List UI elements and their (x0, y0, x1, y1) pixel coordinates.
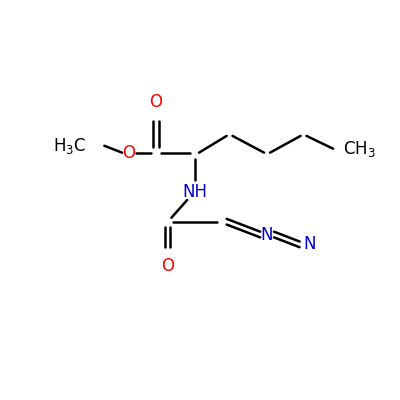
Text: NH: NH (182, 183, 208, 201)
Text: H$_3$C: H$_3$C (53, 136, 86, 156)
Text: O: O (122, 144, 136, 162)
Text: O: O (149, 93, 162, 111)
Text: O: O (161, 257, 174, 275)
Text: N: N (304, 235, 316, 253)
Text: N: N (261, 226, 273, 244)
Text: CH$_3$: CH$_3$ (343, 139, 376, 159)
